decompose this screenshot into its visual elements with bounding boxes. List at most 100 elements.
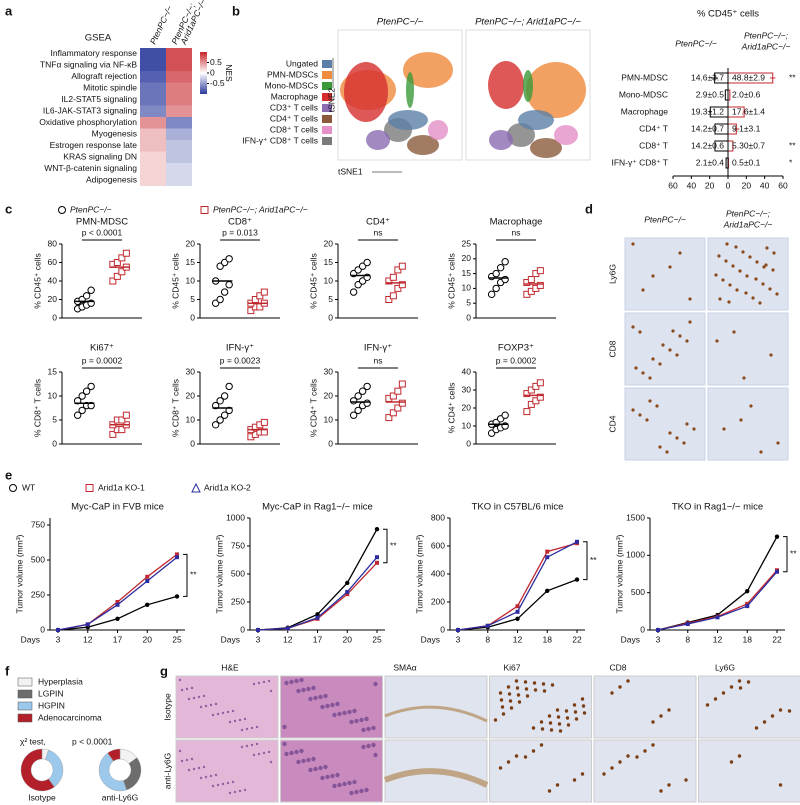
nucleus <box>282 741 287 747</box>
stain-spot <box>732 330 736 334</box>
stain-spot <box>685 339 689 343</box>
legend-swatch <box>17 677 33 687</box>
stain-spot <box>737 679 742 683</box>
stain-spot <box>754 726 759 730</box>
tsne-cluster <box>523 70 533 102</box>
stain-spot <box>731 264 735 268</box>
nucleus <box>185 758 189 762</box>
data-point <box>260 418 268 426</box>
data-point <box>363 258 371 267</box>
stain-spot <box>515 686 520 690</box>
stain-spot <box>555 783 560 787</box>
stain-spot <box>768 287 772 291</box>
bar-title: % CD45⁺ cells <box>697 9 759 20</box>
stain-spot <box>564 709 569 713</box>
colorbar-label: NES <box>224 64 234 82</box>
stain-spot <box>648 399 652 403</box>
nucleus <box>178 749 182 753</box>
data-point <box>85 622 90 627</box>
y-tick-label: 40 <box>462 366 472 376</box>
stain-spot <box>523 680 528 684</box>
p-value: p = 0.0002 <box>82 355 123 365</box>
data-point <box>211 421 220 429</box>
tsne-axis-label: tSNE1 <box>338 166 363 176</box>
x-axis-label: Days <box>421 634 440 644</box>
stain-spot <box>573 710 578 714</box>
stain-spot <box>532 681 537 685</box>
row-label: Myogenesis <box>92 129 137 139</box>
nucleus <box>202 765 206 769</box>
nucleus <box>289 679 294 685</box>
y-tick-label: 10 <box>186 414 196 424</box>
x-tick-label: 17 <box>313 634 323 644</box>
colorbar-tick-label: -0.5 <box>210 78 225 88</box>
data-point <box>78 406 86 415</box>
legend-label: Macrophage <box>271 91 319 101</box>
row-label: anti-Ly6G <box>162 753 172 790</box>
y-tick-label: 30 <box>462 384 472 394</box>
y-tick-label: 20 <box>186 390 196 400</box>
legend-marker <box>85 484 94 492</box>
data-point <box>363 399 371 407</box>
nucleus <box>332 712 337 718</box>
group-label: PtenPC−/− <box>675 38 717 48</box>
nucleus <box>352 779 357 785</box>
x-tick-label: 8 <box>485 634 490 644</box>
nucleus <box>306 686 311 692</box>
nucleus <box>187 768 191 772</box>
nucleus <box>190 686 194 690</box>
plot-title: Ki67⁺ <box>90 343 114 354</box>
row-label: Ly6G <box>607 264 617 284</box>
y-tick-label: 500 <box>231 568 245 578</box>
nucleus <box>211 784 215 788</box>
nucleus <box>187 697 191 701</box>
stain-spot <box>675 353 679 357</box>
donut-segment <box>123 757 142 791</box>
stain-spot <box>728 283 732 287</box>
nucleus <box>354 789 359 795</box>
data-point <box>122 249 130 257</box>
nucleus <box>190 757 194 761</box>
y-axis-label: % CD4⁺ cells <box>446 383 456 434</box>
legend-label: LGPIN <box>38 688 64 698</box>
y-tick-label: 800 <box>431 512 445 522</box>
tissue <box>383 768 489 788</box>
value-label: 14.2±0.6 <box>691 140 724 150</box>
legend-label: PtenPC−/−; Arid1aPC−/− <box>213 204 308 214</box>
nucleus <box>255 725 259 729</box>
y-tick-label: 15 <box>324 257 334 267</box>
data-point <box>774 534 780 539</box>
nucleus <box>202 694 206 698</box>
stain-spot <box>498 766 503 770</box>
plot-title: CD8⁺ <box>228 217 252 228</box>
heatmap-cell <box>166 140 192 152</box>
stain-spot <box>634 366 638 370</box>
data-point <box>545 549 550 554</box>
donut-label: anti-Ly6G <box>102 792 139 802</box>
nucleus <box>311 756 316 762</box>
y-tick-label: 250 <box>231 596 245 606</box>
histology-image <box>280 739 383 803</box>
legend-label: WT <box>22 482 35 492</box>
heatmap-cell <box>166 71 192 83</box>
p-value: p = 0.0023 <box>220 355 261 365</box>
nucleus <box>371 742 376 748</box>
stain-spot <box>610 691 614 695</box>
data-point <box>256 292 264 300</box>
column-label: Ki67 <box>503 662 520 672</box>
colorbar-tick-label: 0.5 <box>210 57 222 67</box>
row-label: IFN-γ⁺ CD8⁺ T <box>611 157 668 167</box>
tsne-cluster <box>507 123 535 147</box>
stain-spot <box>638 330 642 334</box>
stain-spot <box>643 749 647 753</box>
nucleus <box>233 790 237 794</box>
tsne-cluster <box>428 120 448 140</box>
ihc-image <box>707 312 789 386</box>
x-tick-label: 12 <box>283 634 293 644</box>
legend-marker <box>191 482 201 493</box>
nucleus <box>323 693 328 699</box>
histology-image <box>593 675 697 739</box>
data-point <box>225 255 233 263</box>
y-tick-label: 10 <box>462 420 472 430</box>
data-point <box>394 387 402 395</box>
